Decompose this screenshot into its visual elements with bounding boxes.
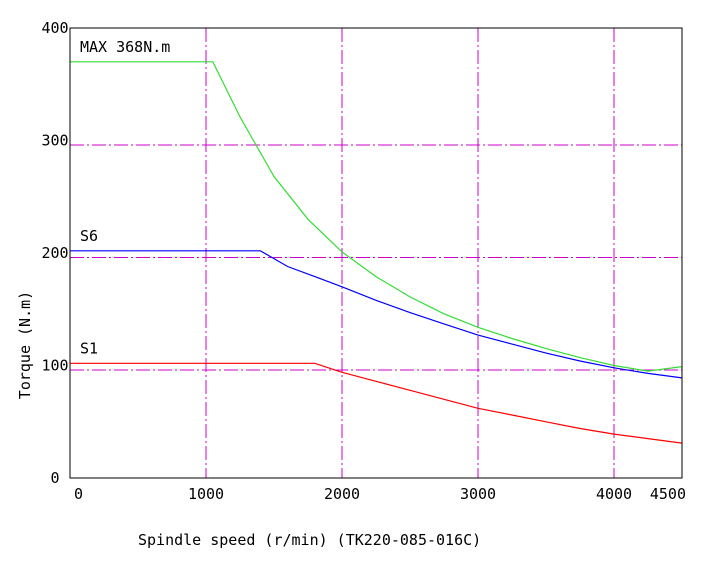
y-tick-label: 100 xyxy=(41,357,68,375)
y-tick-label: 200 xyxy=(41,244,68,262)
y-tick-labels: 0 100 200 300 400 xyxy=(41,19,68,487)
y-tick-label: 300 xyxy=(41,132,68,150)
series-lines xyxy=(70,61,683,444)
x-tick-label: 0 xyxy=(74,485,83,503)
grid-lines xyxy=(70,28,682,478)
series-line-2 xyxy=(70,362,683,444)
y-tick-label: 400 xyxy=(41,19,68,37)
x-tick-label: 3000 xyxy=(460,485,496,503)
y-tick-label: 0 xyxy=(50,469,59,487)
series-labels: MAX 368N.m S6 S1 xyxy=(80,38,170,358)
series-label-2: S1 xyxy=(80,339,98,357)
x-axis-label: Spindle speed (r/min) (TK220-085-016C) xyxy=(138,531,481,549)
series-label-0: MAX 368N.m xyxy=(80,38,170,56)
plot-frame xyxy=(69,27,683,479)
series-label-1: S6 xyxy=(80,227,98,245)
x-tick-labels: 0 1000 2000 3000 4000 4500 xyxy=(74,485,686,503)
x-tick-label: 2000 xyxy=(324,485,360,503)
x-tick-label: 4000 xyxy=(596,485,632,503)
x-tick-label: 1000 xyxy=(188,485,224,503)
y-axis-label: Torque (N.m) xyxy=(16,291,34,399)
series-line-0 xyxy=(70,61,683,372)
series-line-1 xyxy=(70,250,683,379)
x-tick-label: 4500 xyxy=(650,485,686,503)
